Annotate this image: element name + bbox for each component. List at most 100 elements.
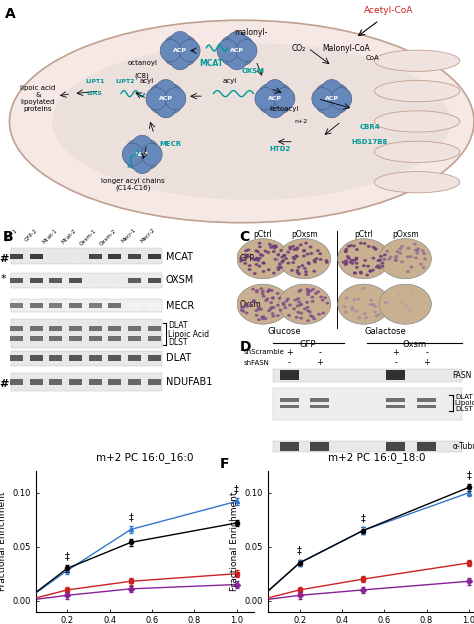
Circle shape [270, 289, 274, 292]
Circle shape [299, 303, 303, 306]
Circle shape [321, 95, 342, 118]
shScramble [255, 597, 260, 605]
Circle shape [288, 246, 292, 249]
Circle shape [362, 287, 365, 290]
Circle shape [244, 262, 247, 265]
Text: DLAT: DLAT [168, 321, 188, 331]
Bar [273, 388, 462, 420]
Circle shape [295, 255, 299, 258]
Circle shape [350, 306, 354, 309]
Circle shape [282, 254, 286, 257]
Circle shape [266, 290, 270, 293]
Text: pCtrl: pCtrl [254, 230, 273, 238]
Circle shape [301, 264, 304, 267]
Circle shape [170, 31, 191, 54]
Circle shape [257, 265, 261, 268]
Bar [89, 336, 101, 341]
Title: m+2 PC 16:0_18:0: m+2 PC 16:0_18:0 [328, 452, 426, 463]
Y-axis label: Fractional Enrichment: Fractional Enrichment [230, 492, 239, 591]
Circle shape [297, 273, 301, 275]
Bar [49, 336, 63, 341]
Bar [417, 397, 436, 402]
Circle shape [286, 298, 290, 300]
Circle shape [290, 269, 294, 272]
Circle shape [272, 250, 276, 253]
OxsmΔ, shFASN [466, 578, 472, 585]
Text: #: # [0, 254, 8, 264]
Circle shape [255, 310, 258, 312]
Circle shape [240, 309, 244, 311]
Circle shape [252, 299, 256, 302]
Circle shape [347, 245, 351, 248]
Bar [10, 278, 23, 283]
OxsmΔ, shFASN [64, 592, 70, 599]
Circle shape [292, 258, 296, 260]
Circle shape [259, 308, 263, 311]
Circle shape [276, 292, 280, 295]
Circle shape [257, 318, 261, 321]
Circle shape [286, 251, 290, 253]
OxsmΔ, shScramble [22, 597, 28, 605]
Circle shape [305, 301, 309, 304]
Circle shape [271, 91, 292, 114]
Text: -: - [425, 348, 428, 357]
Circle shape [378, 258, 382, 261]
Circle shape [126, 140, 146, 162]
Circle shape [395, 255, 399, 258]
Circle shape [141, 144, 162, 165]
Circle shape [254, 258, 258, 261]
Circle shape [217, 39, 238, 62]
shScramble [297, 559, 302, 567]
Circle shape [262, 261, 266, 265]
Circle shape [300, 311, 303, 314]
shFASN [22, 597, 28, 605]
Circle shape [265, 298, 269, 300]
Circle shape [227, 31, 247, 54]
Circle shape [422, 266, 426, 269]
Bar [69, 303, 82, 308]
Text: pOxsm: pOxsm [392, 230, 419, 238]
Circle shape [276, 268, 280, 271]
Bar [386, 370, 405, 381]
Circle shape [256, 259, 260, 262]
Circle shape [155, 95, 176, 118]
Text: NDUFAB1: NDUFAB1 [166, 377, 212, 387]
Text: ACP: ACP [230, 48, 244, 53]
Text: Lipoic Acid: Lipoic Acid [168, 330, 210, 339]
Circle shape [240, 306, 244, 309]
Circle shape [383, 258, 386, 260]
Circle shape [155, 79, 176, 102]
Circle shape [383, 253, 387, 256]
Text: +: + [286, 348, 292, 357]
Circle shape [132, 144, 153, 165]
Text: +: + [392, 348, 399, 357]
Circle shape [176, 43, 197, 66]
Text: ‡: ‡ [297, 545, 302, 555]
Circle shape [299, 243, 303, 246]
Circle shape [271, 84, 292, 106]
Circle shape [374, 247, 377, 250]
Circle shape [376, 259, 380, 262]
Circle shape [346, 255, 350, 258]
Circle shape [281, 259, 285, 262]
Circle shape [255, 87, 276, 110]
Text: MECR: MECR [166, 301, 194, 311]
Text: B: B [2, 230, 13, 245]
Circle shape [269, 246, 273, 249]
Circle shape [381, 261, 384, 265]
Bar [310, 442, 329, 451]
Circle shape [398, 251, 402, 255]
Circle shape [351, 308, 355, 311]
Text: Oxsm-1: Oxsm-1 [79, 228, 98, 246]
Circle shape [286, 261, 290, 265]
Bar [128, 336, 141, 341]
Text: α-Tubulin: α-Tubulin [453, 442, 474, 451]
Bar [89, 326, 101, 331]
Circle shape [413, 243, 417, 246]
Circle shape [312, 259, 316, 261]
Circle shape [405, 305, 409, 307]
Circle shape [227, 39, 247, 62]
Circle shape [258, 91, 279, 114]
Bar [280, 442, 299, 451]
Bar [49, 303, 63, 308]
